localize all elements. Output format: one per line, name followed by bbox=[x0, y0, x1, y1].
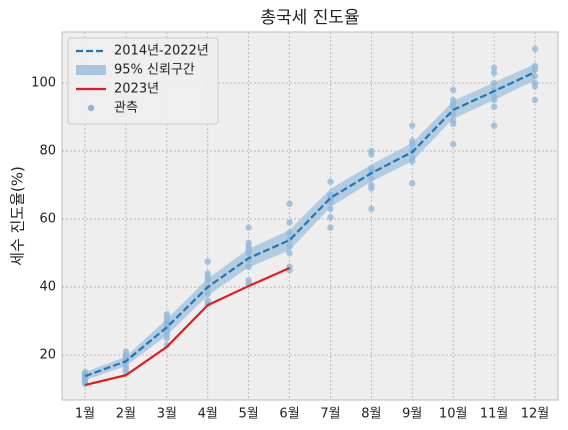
observation bbox=[449, 96, 457, 104]
observation bbox=[531, 62, 539, 70]
observation bbox=[81, 368, 89, 376]
chart-title: 총국세 진도율 bbox=[260, 8, 359, 28]
observation bbox=[449, 86, 457, 94]
observation bbox=[531, 79, 539, 87]
observation bbox=[490, 69, 498, 77]
series-line bbox=[84, 267, 290, 387]
observation bbox=[327, 224, 334, 231]
observation bbox=[245, 263, 252, 270]
observation bbox=[409, 154, 416, 162]
observation bbox=[286, 249, 293, 257]
legend-box bbox=[67, 37, 219, 125]
x-tick-label: 7월 bbox=[320, 407, 340, 422]
observation bbox=[409, 137, 416, 145]
observation bbox=[368, 205, 375, 213]
y-tick-label: 40 bbox=[39, 280, 56, 295]
observation bbox=[531, 73, 539, 80]
observation bbox=[490, 64, 498, 71]
x-tick-label: 12월 bbox=[521, 407, 550, 422]
observation bbox=[327, 192, 334, 199]
y-axis-label: 세수 진도율(%) bbox=[9, 166, 27, 266]
x-tick-label: 8월 bbox=[361, 407, 381, 422]
observation bbox=[327, 205, 334, 213]
observation bbox=[490, 79, 498, 87]
x-tick-label: 9월 bbox=[402, 407, 422, 422]
legend-label: 관측 bbox=[114, 101, 138, 116]
observation bbox=[490, 103, 498, 111]
x-tick-label: 6월 bbox=[279, 407, 299, 422]
legend-swatch bbox=[76, 65, 106, 75]
observation bbox=[449, 110, 457, 117]
y-tick-label: 80 bbox=[39, 144, 56, 159]
x-tick-label: 11월 bbox=[480, 407, 509, 422]
observation bbox=[409, 122, 416, 129]
observation bbox=[204, 297, 211, 304]
observation bbox=[327, 178, 334, 185]
observation bbox=[368, 164, 375, 172]
legend-swatch bbox=[87, 104, 95, 112]
plot-frame bbox=[61, 31, 559, 401]
observation bbox=[449, 117, 457, 124]
observation bbox=[327, 214, 334, 221]
observation bbox=[368, 147, 375, 155]
observation bbox=[204, 290, 211, 298]
observation bbox=[245, 239, 252, 247]
y-tick-label: 100 bbox=[31, 76, 56, 91]
y-tick-label: 20 bbox=[39, 348, 56, 363]
observation bbox=[368, 181, 375, 189]
observation bbox=[286, 229, 293, 236]
legend-label: 95% 신뢰구간 bbox=[114, 63, 195, 78]
observation bbox=[368, 175, 375, 182]
observation bbox=[531, 96, 539, 104]
observation bbox=[286, 219, 293, 226]
observation bbox=[245, 224, 252, 231]
observation bbox=[286, 200, 293, 207]
observation bbox=[122, 348, 130, 355]
legend-label: 2023년 bbox=[114, 82, 159, 97]
x-tick-label: 10월 bbox=[439, 407, 468, 422]
legend-label: 2014년-2022년 bbox=[114, 44, 209, 59]
y-tick-label: 60 bbox=[39, 212, 56, 227]
observation bbox=[163, 311, 171, 318]
observation bbox=[245, 277, 252, 284]
x-tick-label: 3월 bbox=[157, 407, 177, 422]
x-tick-label: 2월 bbox=[116, 407, 136, 422]
observation bbox=[204, 270, 211, 277]
observation bbox=[286, 243, 293, 250]
observation bbox=[531, 45, 539, 53]
observation bbox=[490, 93, 498, 100]
observation bbox=[409, 180, 416, 187]
observation bbox=[490, 122, 498, 129]
observation bbox=[449, 141, 457, 148]
x-tick-label: 1월 bbox=[75, 407, 95, 422]
x-tick-label: 5월 bbox=[239, 407, 259, 422]
observation bbox=[204, 258, 211, 265]
x-tick-label: 4월 bbox=[198, 407, 218, 422]
